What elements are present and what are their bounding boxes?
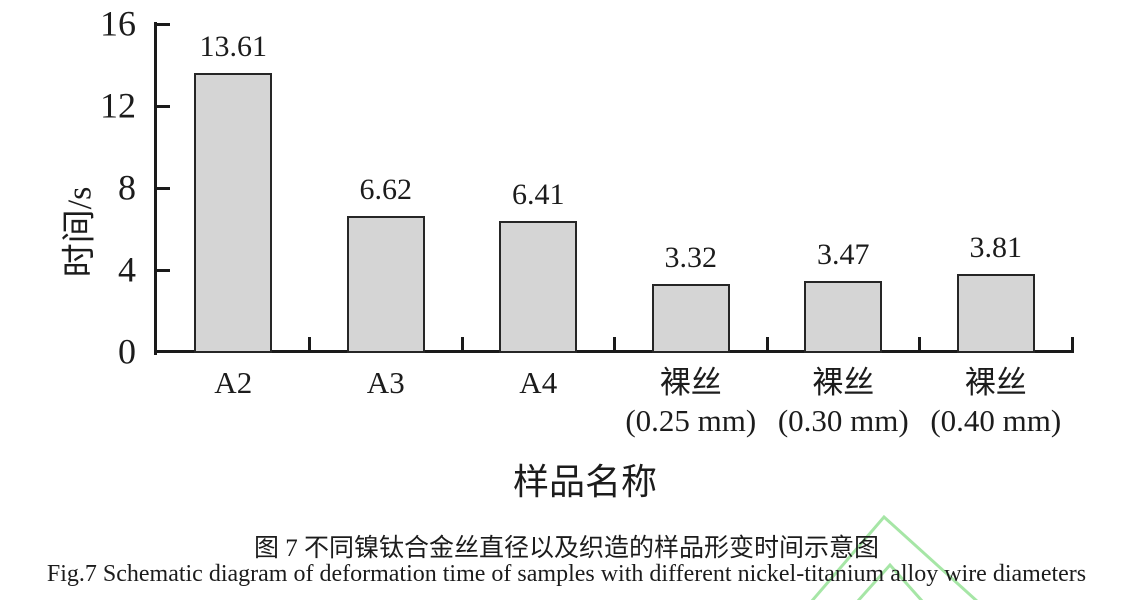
- y-tick-label: 16: [100, 3, 136, 44]
- bar: [804, 280, 883, 353]
- y-tick-label: 12: [100, 85, 136, 126]
- category-label-line: 裸丝: [964, 365, 1027, 400]
- x-axis-tick: [460, 337, 464, 350]
- y-axis-line: [154, 22, 157, 355]
- category-label: 裸丝 (0.30 mm): [778, 364, 909, 440]
- figure-caption-english: Fig.7 Schematic diagram of deformation t…: [46, 561, 1087, 587]
- bar-value-label: 6.62: [359, 173, 413, 207]
- category-label: 裸丝 (0.25 mm): [625, 364, 756, 440]
- y-axis-tick: [157, 268, 170, 272]
- category-label-line: 裸丝: [659, 365, 722, 400]
- y-axis-tick: [157, 186, 170, 190]
- x-axis-title: 样品名称: [512, 462, 658, 502]
- category-label-line: A4: [519, 365, 558, 400]
- bar-value-label: 13.61: [199, 29, 268, 63]
- category-label-line: A3: [366, 365, 405, 400]
- x-axis-tick: [765, 337, 769, 350]
- x-axis-line: [154, 350, 1074, 353]
- y-axis-tick: [157, 22, 170, 26]
- y-tick-label: 0: [118, 331, 136, 372]
- category-label-line: (0.40 mm): [930, 403, 1062, 438]
- y-axis-tick: [157, 104, 170, 108]
- bar-value-label: 3.32: [664, 240, 718, 274]
- category-label: 裸丝 (0.40 mm): [930, 364, 1061, 440]
- category-label-line: 裸丝: [812, 365, 875, 400]
- category-label: A3: [367, 364, 405, 402]
- bar: [194, 72, 273, 353]
- x-axis-tick: [1070, 337, 1074, 350]
- bar-value-label: 6.41: [512, 177, 565, 211]
- x-axis-tick: [613, 337, 616, 350]
- category-label-line: A2: [214, 365, 253, 400]
- category-label: A2: [214, 364, 252, 402]
- bar: [346, 216, 425, 353]
- x-axis-tick: [308, 337, 311, 350]
- bar-value-label: 3.81: [969, 230, 1023, 264]
- x-axis-tick: [918, 337, 921, 350]
- category-label-line: (0.25 mm): [625, 403, 757, 438]
- y-tick-label: 8: [118, 167, 136, 208]
- bar: [499, 220, 578, 353]
- bar: [651, 283, 730, 353]
- y-tick-label: 4: [118, 249, 136, 290]
- category-label: A4: [519, 364, 557, 402]
- figure-caption-chinese: 图 7 不同镍钛合金丝直径以及织造的样品形变时间示意图: [253, 535, 879, 562]
- bar-value-label: 3.47: [817, 237, 870, 271]
- category-label-line: (0.30 mm): [777, 403, 909, 438]
- bar: [956, 273, 1035, 353]
